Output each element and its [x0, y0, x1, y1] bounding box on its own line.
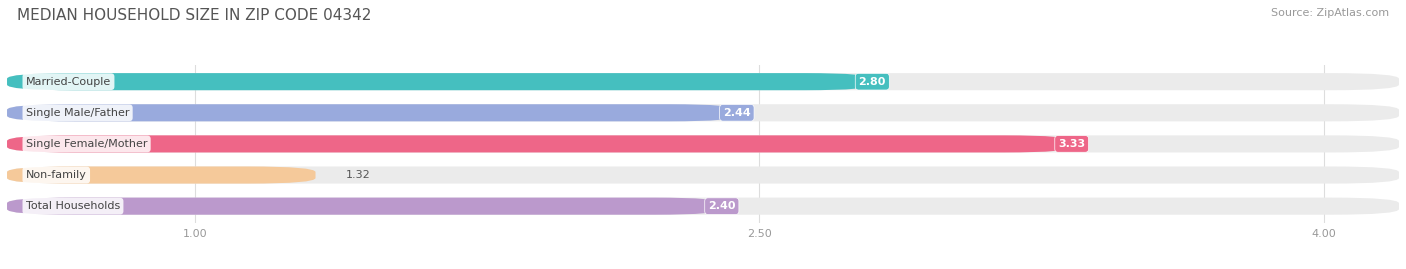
FancyBboxPatch shape: [7, 73, 872, 90]
FancyBboxPatch shape: [7, 73, 1399, 90]
FancyBboxPatch shape: [7, 167, 315, 183]
Text: MEDIAN HOUSEHOLD SIZE IN ZIP CODE 04342: MEDIAN HOUSEHOLD SIZE IN ZIP CODE 04342: [17, 8, 371, 23]
FancyBboxPatch shape: [7, 167, 1399, 183]
Text: 3.33: 3.33: [1059, 139, 1085, 149]
Text: Married-Couple: Married-Couple: [25, 77, 111, 87]
FancyBboxPatch shape: [7, 135, 1071, 153]
Text: 2.80: 2.80: [859, 77, 886, 87]
Text: Single Male/Father: Single Male/Father: [25, 108, 129, 118]
FancyBboxPatch shape: [7, 198, 721, 215]
FancyBboxPatch shape: [7, 104, 1399, 121]
Text: Source: ZipAtlas.com: Source: ZipAtlas.com: [1271, 8, 1389, 18]
Text: Non-family: Non-family: [25, 170, 87, 180]
Text: 2.40: 2.40: [709, 201, 735, 211]
Text: Total Households: Total Households: [25, 201, 120, 211]
Text: 2.44: 2.44: [723, 108, 751, 118]
Text: Single Female/Mother: Single Female/Mother: [25, 139, 148, 149]
Text: 1.32: 1.32: [346, 170, 370, 180]
FancyBboxPatch shape: [7, 135, 1399, 153]
FancyBboxPatch shape: [7, 198, 1399, 215]
FancyBboxPatch shape: [7, 104, 737, 121]
